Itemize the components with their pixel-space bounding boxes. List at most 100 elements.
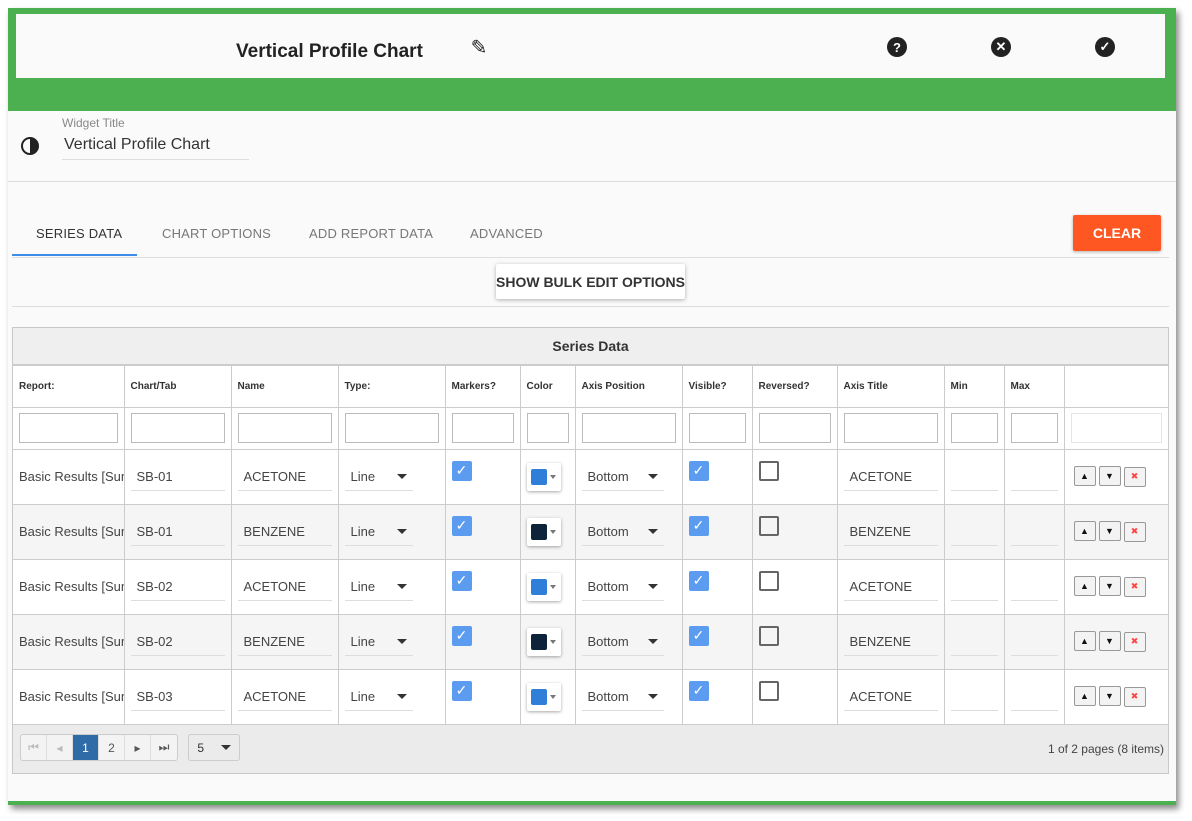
column-header[interactable]: Reversed? <box>752 366 838 408</box>
type-select[interactable]: Line <box>344 518 413 546</box>
chart-tab-input[interactable]: SB-03 <box>130 683 225 711</box>
page-size-select[interactable]: 5 <box>188 734 240 761</box>
column-header[interactable]: Visible? <box>682 366 753 408</box>
filter-input[interactable] <box>758 413 831 443</box>
markers-checkbox-checked[interactable]: ✓ <box>451 515 472 536</box>
reversed-checkbox-unchecked[interactable] <box>758 570 779 591</box>
filter-input[interactable] <box>688 413 746 443</box>
column-header[interactable]: Chart/Tab <box>124 366 232 408</box>
axis-title-input[interactable]: BENZENE <box>843 518 938 546</box>
color-picker[interactable] <box>526 517 561 546</box>
column-header[interactable]: Axis Position <box>575 366 683 408</box>
column-header[interactable]: Type: <box>338 366 446 408</box>
tab-advanced[interactable]: ADVANCED <box>470 226 543 241</box>
column-header[interactable]: Name <box>231 366 339 408</box>
max-input[interactable] <box>1010 628 1058 656</box>
delete-row-button[interactable]: ✖ <box>1123 521 1146 542</box>
column-header[interactable]: Report: <box>13 366 125 408</box>
show-bulk-edit-button[interactable]: SHOW BULK EDIT OPTIONS <box>496 264 685 299</box>
column-header[interactable]: Axis Title <box>837 366 945 408</box>
color-picker[interactable] <box>526 462 561 491</box>
close-circle-icon[interactable]: ✕ <box>991 37 1011 57</box>
min-input[interactable] <box>950 683 998 711</box>
tab-series-data[interactable]: SERIES DATA <box>36 226 123 241</box>
move-down-button[interactable]: ▼ <box>1098 466 1121 487</box>
axis-position-select[interactable]: Bottom <box>581 573 664 601</box>
color-picker[interactable] <box>526 572 561 601</box>
min-input[interactable] <box>950 573 998 601</box>
axis-position-select[interactable]: Bottom <box>581 628 664 656</box>
column-header[interactable] <box>1064 366 1169 408</box>
type-select[interactable]: Line <box>344 573 413 601</box>
type-select[interactable]: Line <box>344 683 413 711</box>
max-input[interactable] <box>1010 573 1058 601</box>
axis-title-input[interactable]: ACETONE <box>843 463 938 491</box>
move-down-button[interactable]: ▼ <box>1098 521 1121 542</box>
filter-input[interactable] <box>451 413 514 443</box>
move-up-button[interactable]: ▲ <box>1073 686 1096 707</box>
axis-position-select[interactable]: Bottom <box>581 683 664 711</box>
move-up-button[interactable]: ▲ <box>1073 576 1096 597</box>
move-up-button[interactable]: ▲ <box>1073 631 1096 652</box>
chart-tab-input[interactable]: SB-02 <box>130 628 225 656</box>
visible-checkbox-checked[interactable]: ✓ <box>688 460 709 481</box>
chart-tab-input[interactable]: SB-01 <box>130 463 225 491</box>
delete-row-button[interactable]: ✖ <box>1123 466 1146 487</box>
min-input[interactable] <box>950 628 998 656</box>
filter-input[interactable] <box>344 413 439 443</box>
markers-checkbox-checked[interactable]: ✓ <box>451 625 472 646</box>
move-down-button[interactable]: ▼ <box>1098 686 1121 707</box>
move-up-button[interactable]: ▲ <box>1073 466 1096 487</box>
axis-title-input[interactable]: ACETONE <box>843 573 938 601</box>
prev-page-icon[interactable]: ◂ <box>47 735 73 760</box>
column-header[interactable]: Color <box>520 366 576 408</box>
column-header[interactable]: Min <box>944 366 1005 408</box>
page-2[interactable]: 2 <box>99 735 125 760</box>
page-1[interactable]: 1 <box>73 735 99 760</box>
move-up-button[interactable]: ▲ <box>1073 521 1096 542</box>
visible-checkbox-checked[interactable]: ✓ <box>688 570 709 591</box>
color-picker[interactable] <box>526 682 561 711</box>
max-input[interactable] <box>1010 683 1058 711</box>
delete-row-button[interactable]: ✖ <box>1123 631 1146 652</box>
name-input[interactable]: ACETONE <box>237 573 332 601</box>
filter-input[interactable] <box>1010 413 1058 443</box>
markers-checkbox-checked[interactable]: ✓ <box>451 460 472 481</box>
visible-checkbox-checked[interactable]: ✓ <box>688 515 709 536</box>
delete-row-button[interactable]: ✖ <box>1123 686 1146 707</box>
reversed-checkbox-unchecked[interactable] <box>758 460 779 481</box>
min-input[interactable] <box>950 463 998 491</box>
filter-input[interactable] <box>237 413 332 443</box>
reversed-checkbox-unchecked[interactable] <box>758 625 779 646</box>
axis-position-select[interactable]: Bottom <box>581 518 664 546</box>
axis-title-input[interactable]: ACETONE <box>843 683 938 711</box>
visible-checkbox-checked[interactable]: ✓ <box>688 680 709 701</box>
reversed-checkbox-unchecked[interactable] <box>758 680 779 701</box>
pencil-icon[interactable]: ✎ <box>470 36 488 59</box>
delete-row-button[interactable]: ✖ <box>1123 576 1146 597</box>
markers-checkbox-checked[interactable]: ✓ <box>451 680 472 701</box>
axis-position-select[interactable]: Bottom <box>581 463 664 491</box>
column-header[interactable]: Markers? <box>445 366 521 408</box>
check-circle-icon[interactable]: ✓ <box>1095 37 1115 57</box>
chart-tab-input[interactable]: SB-02 <box>130 573 225 601</box>
markers-checkbox-checked[interactable]: ✓ <box>451 570 472 591</box>
type-select[interactable]: Line <box>344 463 413 491</box>
first-page-icon[interactable]: ⏮ <box>21 735 47 760</box>
last-page-icon[interactable]: ⏭ <box>158 740 170 754</box>
visible-checkbox-checked[interactable]: ✓ <box>688 625 709 646</box>
name-input[interactable]: BENZENE <box>237 628 332 656</box>
filter-input[interactable] <box>950 413 998 443</box>
filter-input[interactable] <box>581 413 676 443</box>
name-input[interactable]: ACETONE <box>237 463 332 491</box>
name-input[interactable]: BENZENE <box>237 518 332 546</box>
move-down-button[interactable]: ▼ <box>1098 631 1121 652</box>
next-page-icon[interactable]: ▸ <box>125 735 151 760</box>
move-down-button[interactable]: ▼ <box>1098 576 1121 597</box>
filter-input[interactable] <box>526 413 569 443</box>
filter-input[interactable] <box>19 413 118 443</box>
max-input[interactable] <box>1010 463 1058 491</box>
color-picker[interactable] <box>526 627 561 656</box>
column-header[interactable]: Max <box>1004 366 1065 408</box>
axis-title-input[interactable]: BENZENE <box>843 628 938 656</box>
